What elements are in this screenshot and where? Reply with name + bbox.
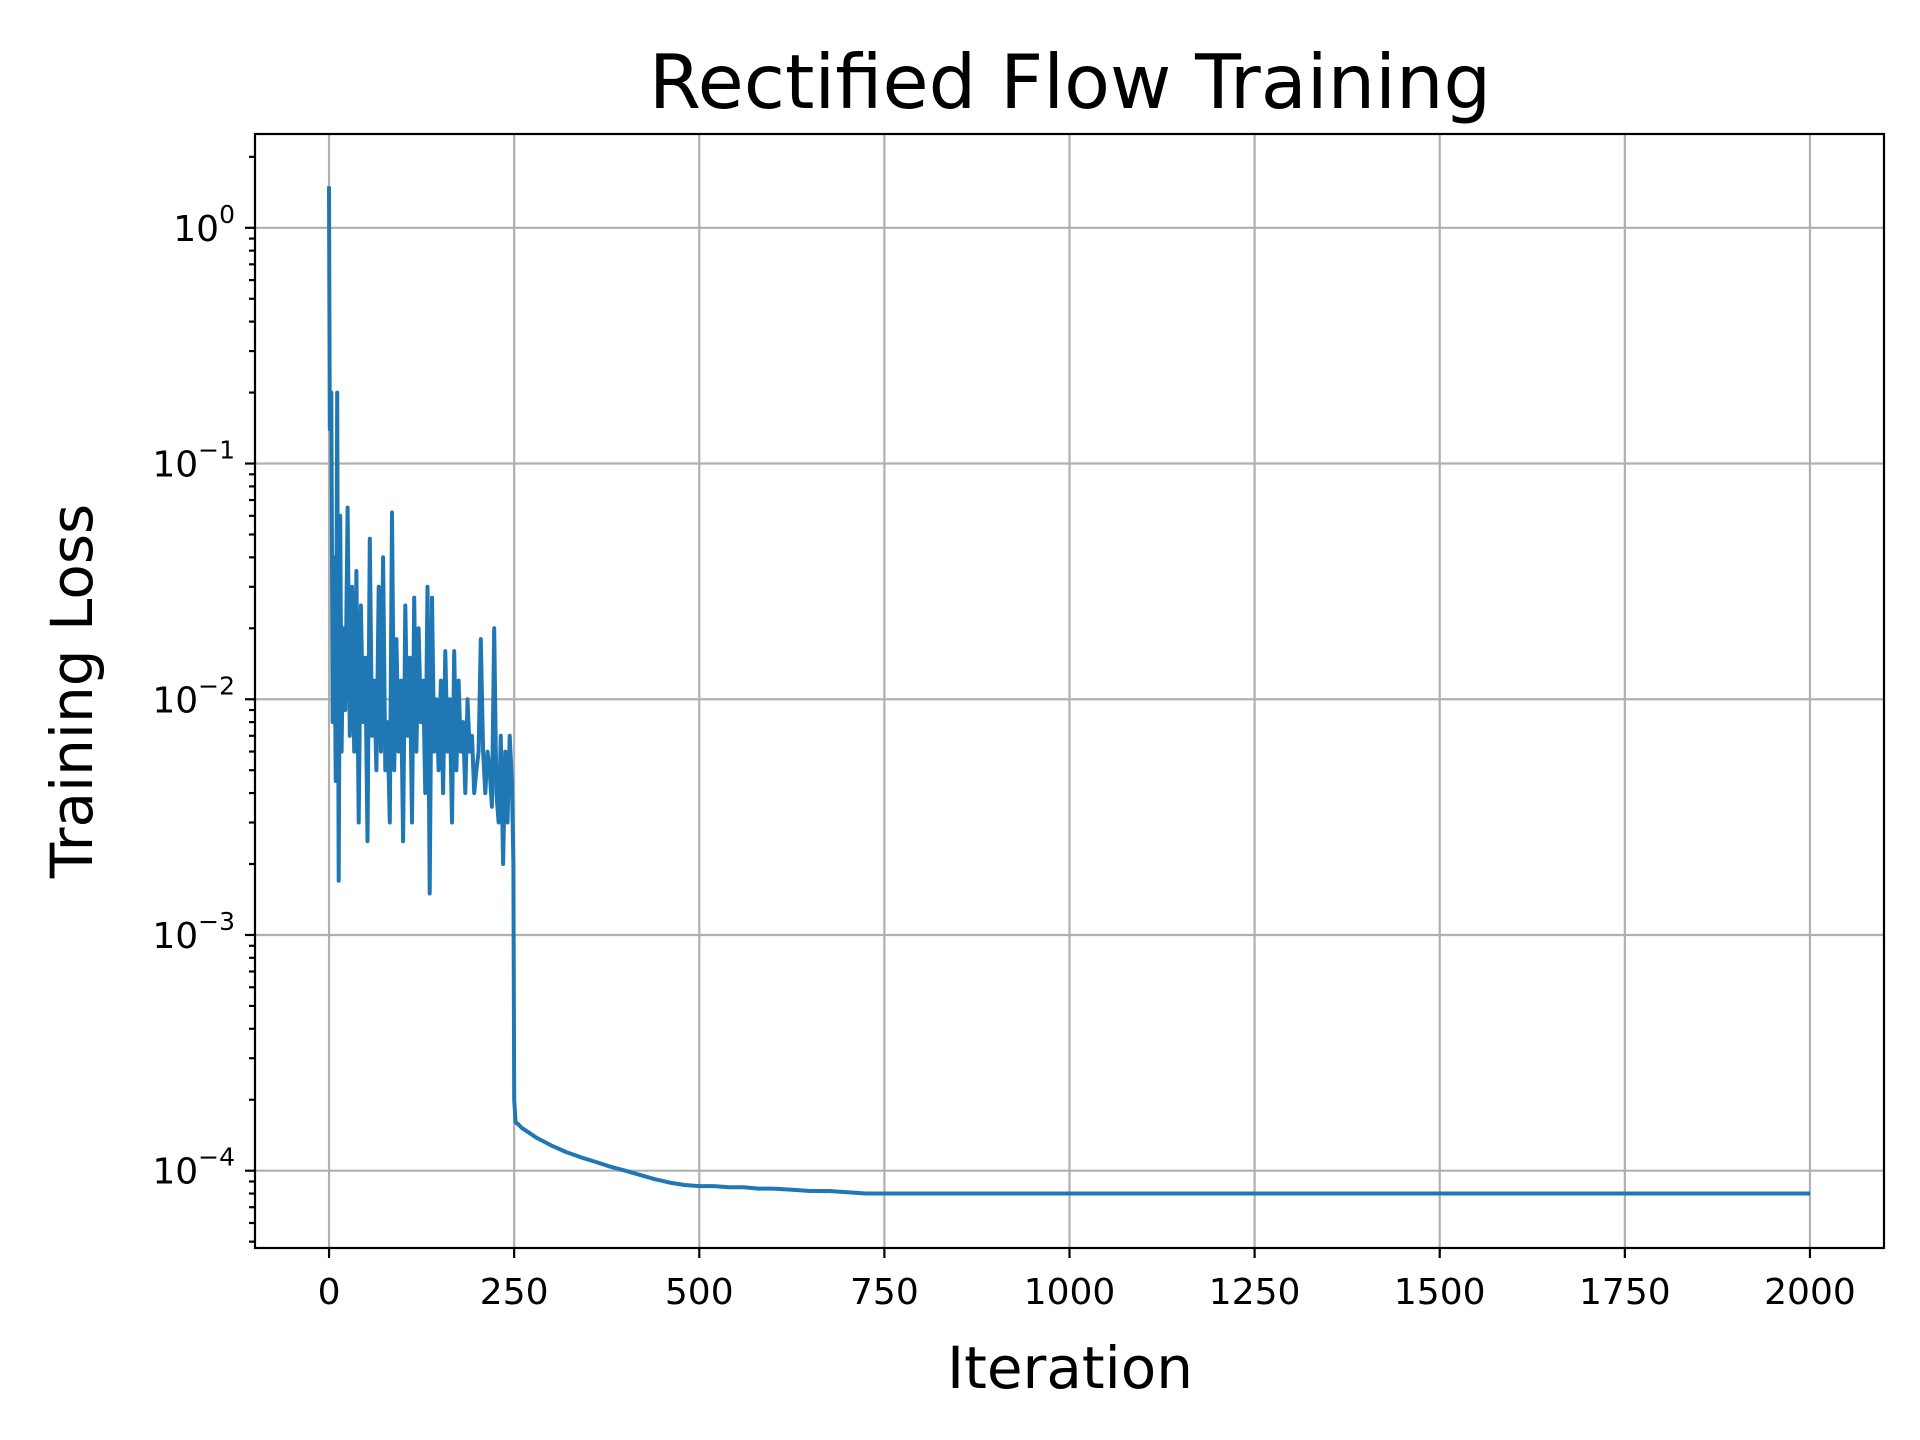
- x-tick-label: 1750: [1579, 1272, 1671, 1313]
- x-tick-label: 2000: [1764, 1272, 1856, 1313]
- y-tick-base: 10: [152, 916, 198, 957]
- x-tick-label: 500: [665, 1272, 734, 1313]
- x-tick-label: 1500: [1394, 1272, 1486, 1313]
- y-tick-base: 10: [152, 680, 198, 721]
- chart-title: Rectified Flow Training: [649, 38, 1491, 126]
- x-axis-ticks: 0 250 500 750 1000 1250 1500 1750 2000: [318, 1248, 1856, 1313]
- y-tick-exponent: −1: [198, 436, 235, 465]
- y-tick-label: 100: [173, 200, 235, 250]
- y-tick-base: 10: [152, 445, 198, 486]
- y-tick-base: 10: [173, 209, 219, 250]
- x-tick-label: 1000: [1024, 1272, 1116, 1313]
- y-tick-exponent: 0: [219, 200, 235, 229]
- loss-series-line: [327, 186, 1810, 1196]
- x-tick-label: 750: [850, 1272, 919, 1313]
- x-tick-label: 250: [480, 1272, 549, 1313]
- y-tick-label: 10−4: [152, 1143, 235, 1193]
- y-tick-label: 10−3: [152, 907, 235, 957]
- series-layer: [327, 186, 1810, 1196]
- y-tick-base: 10: [152, 1152, 198, 1193]
- x-tick-label: 0: [318, 1272, 341, 1313]
- grid: [255, 134, 1884, 1248]
- y-tick-exponent: −3: [198, 907, 235, 936]
- x-tick-label: 1250: [1209, 1272, 1301, 1313]
- y-tick-exponent: −4: [198, 1143, 235, 1172]
- y-tick-exponent: −2: [198, 671, 235, 700]
- y-tick-label: 10−1: [152, 436, 235, 486]
- y-tick-label: 10−2: [152, 671, 235, 721]
- x-axis-label: Iteration: [947, 1334, 1193, 1402]
- y-axis-label: Training Loss: [38, 504, 106, 880]
